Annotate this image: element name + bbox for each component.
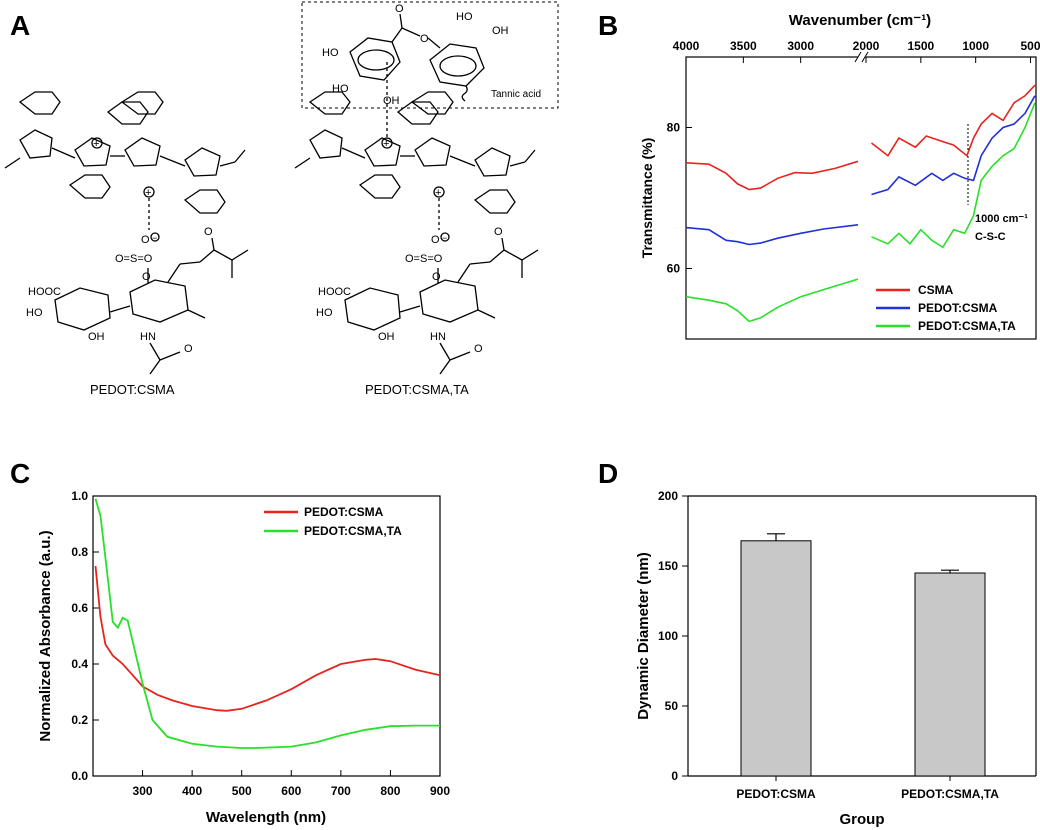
svg-text:O=S=O: O=S=O [115,253,153,265]
uvvis-series-line [94,498,440,749]
svg-text:−: − [152,233,157,243]
ftir-ylabel: Transmittance (%) [639,138,655,259]
ftir-legend-label: PEDOT:CSMA,TA [918,319,1016,333]
ftir-xtick-label: 3000 [787,39,814,53]
ftir-xtick-label: 1500 [907,39,934,53]
uvvis-ytick-label: 0.0 [71,769,88,783]
uvvis-xtick-label: 800 [380,784,400,798]
ftir-series-line [685,160,859,191]
svg-text:HO: HO [322,47,339,59]
ftir-xtick-label: 3500 [730,39,757,53]
svg-text:O: O [420,33,429,45]
svg-text:+: + [145,187,151,199]
uvvis-series-line [94,565,441,712]
svg-text:O: O [395,3,404,15]
uvvis-ytick-label: 0.6 [71,601,88,615]
ftir-series-line [871,84,1036,158]
ftir-annotation-csc: C-S-C [975,231,1006,243]
ftir-legend-label: CSMA [918,283,954,297]
svg-text:O: O [141,234,150,246]
svg-text:OH: OH [383,95,400,107]
panel-letter-c: C [10,458,31,489]
uvvis-xtick-label: 500 [232,784,252,798]
dynamic-diameter-chart: Group Dynamic Diameter (nm) 0 50 100 150 200… [635,489,1037,828]
chemical-structures-diagram: + + O − O=S=O O O HOOC HO OH HN O [4,1,559,375]
uvvis-xtick-label: 300 [133,784,153,798]
diameter-ytick-label: 0 [671,769,678,783]
svg-text:O: O [494,226,503,238]
uvvis-legend-label: PEDOT:CSMA,TA [304,524,402,538]
uvvis-ytick-label: 0.8 [71,545,88,559]
caption-pedot-csma: PEDOT:CSMA [90,382,175,397]
diameter-ytick-label: 150 [658,559,678,573]
pedot-csma-structure: + + O − O=S=O O O HOOC HO OH HN O [4,91,249,375]
ftir-ytick-label: 80 [667,121,681,135]
svg-text:O=S=O: O=S=O [405,253,443,265]
svg-text:HO: HO [26,307,43,319]
svg-text:OH: OH [378,331,395,343]
uvvis-legend-label: PEDOT:CSMA [304,505,384,519]
svg-text:O: O [184,343,193,355]
svg-text:O: O [204,226,213,238]
ftir-annotation-wavenumber: 1000 cm⁻¹ [975,213,1028,225]
svg-text:O: O [432,271,441,283]
svg-text:O: O [431,234,440,246]
ftir-legend-label: PEDOT:CSMA [918,301,998,315]
panel-letter-d: D [598,458,619,489]
uvvis-ytick-label: 0.2 [71,713,88,727]
svg-text:+: + [93,138,99,150]
svg-text:HN: HN [430,331,446,343]
svg-text:+: + [435,187,441,199]
uvvis-xtick-label: 900 [430,784,450,798]
bar [740,540,812,777]
svg-text:+: + [383,138,389,150]
uvvis-chart: Wavelength (nm) Normalized Absorbance (a… [37,489,450,826]
diameter-category-label: PEDOT:CSMA [736,787,816,801]
uvvis-xtick-label: 600 [281,784,301,798]
uvvis-xtick-label: 400 [182,784,202,798]
diameter-ytick-label: 50 [665,699,679,713]
svg-text:−: − [442,233,447,243]
uvvis-ytick-label: 0.4 [71,657,88,671]
caption-pedot-csma-ta: PEDOT:CSMA,TA [365,382,469,397]
svg-text:O: O [142,271,151,283]
svg-text:OH: OH [88,331,105,343]
diameter-ylabel: Dynamic Diameter (nm) [635,552,652,720]
uvvis-ylabel: Normalized Absorbance (a.u.) [37,530,54,741]
uvvis-ytick-label: 1.0 [71,489,88,503]
diameter-category-label: PEDOT:CSMA,TA [901,787,999,801]
svg-text:HOOC: HOOC [318,286,351,298]
svg-text:O: O [474,343,483,355]
ftir-xlabel: Wavenumber (cm⁻¹) [789,12,931,29]
bar [914,572,986,777]
ftir-chart: Wavenumber (cm⁻¹) Transmittance (%) 1000… [639,12,1040,340]
tannic-acid-label: Tannic acid [491,89,542,100]
svg-text:HO: HO [316,307,333,319]
svg-text:OH: OH [492,25,509,37]
ftir-series-line [685,224,859,246]
svg-text:HN: HN [140,331,156,343]
svg-text:HOOC: HOOC [28,286,61,298]
ftir-series-line [871,95,1036,196]
ftir-ytick-label: 60 [667,262,681,276]
svg-text:HO: HO [332,83,349,95]
ftir-series-line [871,102,1036,249]
ftir-xtick-label: 500 [1021,39,1040,53]
tannic-acid-structure: O O HO HO OH HO OH [322,3,509,107]
diameter-ytick-label: 100 [658,629,678,643]
panel-letter-a: A [10,10,31,41]
pedot-csma-ta-structure: + + O − O=S=O O O HOOC HO OH HN O [294,60,539,375]
uvvis-xtick-label: 700 [331,784,351,798]
uvvis-xlabel: Wavelength (nm) [206,809,326,826]
ftir-xtick-label: 2000 [853,39,880,53]
ftir-xtick-label: 4000 [673,39,700,53]
ftir-series-line [685,278,859,323]
ftir-xtick-label: 1000 [962,39,989,53]
diameter-ytick-label: 200 [658,489,678,503]
panel-letter-b: B [598,10,619,41]
svg-text:HO: HO [456,11,473,23]
diameter-xlabel: Group [840,811,885,828]
